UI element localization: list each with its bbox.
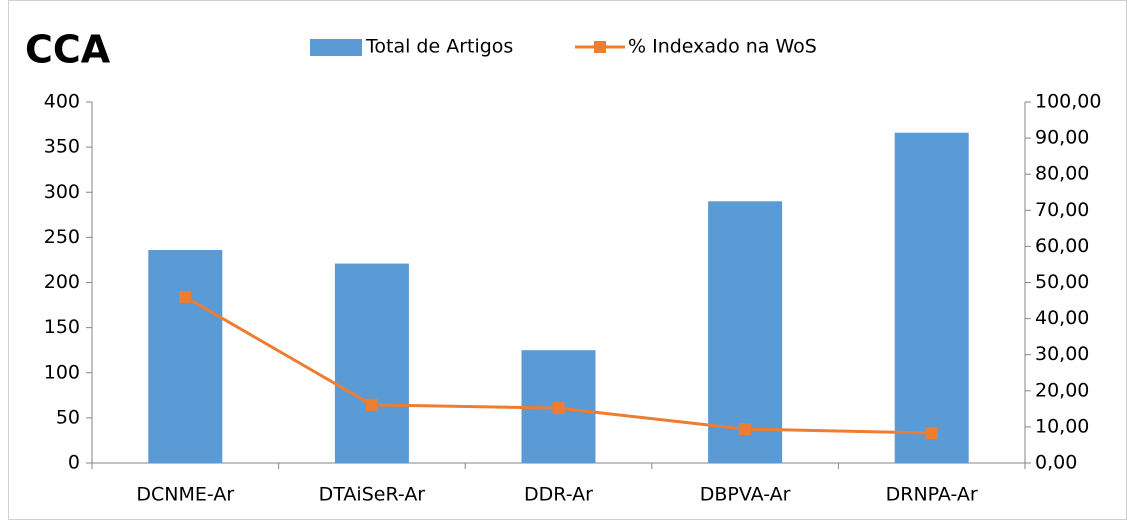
y-tick-label: 100 [44,361,80,383]
y2-tick-label: 10,00 [1035,415,1089,437]
bar [708,201,783,463]
bar [894,132,969,463]
y2-tick-label: 60,00 [1035,235,1089,257]
y2-tick-label: 0,00 [1035,452,1077,474]
x-tick-label: DDR-Ar [524,484,593,506]
y2-tick-label: 90,00 [1035,127,1089,149]
legend-label: Total de Artigos [365,36,513,58]
y-tick-label: 300 [44,181,80,203]
y-tick-label: 350 [44,136,80,158]
y2-tick-label: 50,00 [1035,271,1089,293]
y-tick-label: 400 [44,91,80,113]
y-tick-label: 50 [56,406,80,428]
line-marker [365,398,378,411]
x-tick-label: DRNPA-Ar [886,484,978,506]
legend-swatch [594,41,606,53]
y2-tick-label: 30,00 [1035,343,1089,365]
y2-tick-label: 80,00 [1035,163,1089,185]
x-tick-label: DBPVA-Ar [700,484,791,506]
bar [148,250,223,463]
bar [334,263,409,463]
chart-title: CCA [25,28,111,72]
y-tick-label: 200 [44,271,80,293]
line-marker [552,402,565,415]
y2-tick-label: 40,00 [1035,307,1089,329]
x-tick-label: DTAiSeR-Ar [319,484,426,506]
x-tick-label: DCNME-Ar [136,484,234,506]
line-marker [739,423,752,436]
legend-label: % Indexado na WoS [628,36,817,58]
y-tick-label: 250 [44,226,80,248]
y-tick-label: 150 [44,316,80,338]
y2-tick-label: 70,00 [1035,199,1089,221]
legend-swatch [310,39,362,56]
line-marker [925,427,938,440]
line-marker [179,290,192,303]
y2-tick-label: 20,00 [1035,379,1089,401]
y-tick-label: 0 [68,452,80,474]
y2-tick-label: 100,00 [1035,91,1101,113]
